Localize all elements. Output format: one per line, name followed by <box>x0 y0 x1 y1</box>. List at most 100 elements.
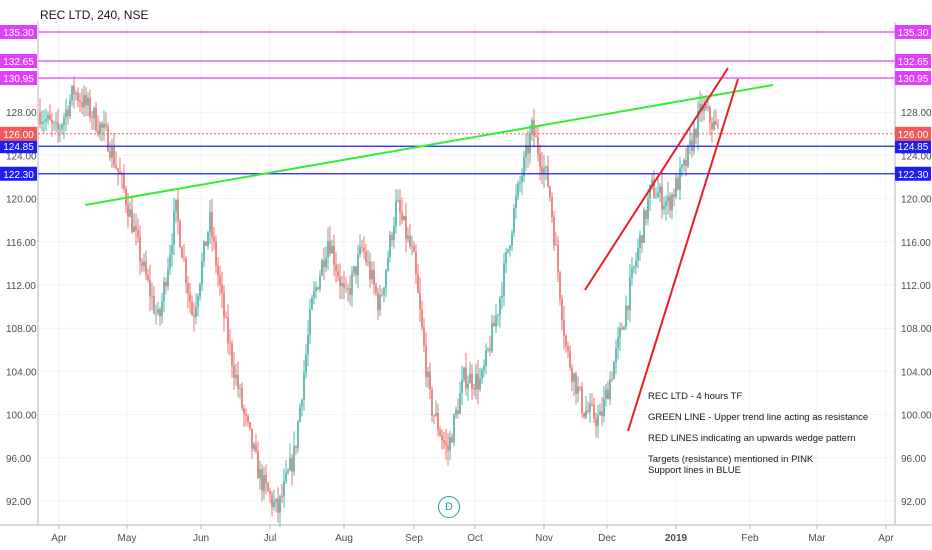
level-tag-135.30-right-bg <box>895 25 931 39</box>
price-labels: 135.30 135.30 132.65 132.65 130.95 130.95 124.… <box>0 25 931 181</box>
candle-body-62 <box>163 282 165 302</box>
candle-body-278 <box>595 418 597 426</box>
candle-body-260 <box>559 272 561 300</box>
candle-body-149 <box>337 270 339 277</box>
candle-body-195 <box>429 371 431 390</box>
candle-body-93 <box>225 316 227 318</box>
candle-body-123 <box>285 472 287 481</box>
y-tick-left-7: 120.00 <box>6 195 37 206</box>
candle-body-130 <box>299 406 301 422</box>
candle-body-146 <box>331 246 333 254</box>
dividend-badge[interactable]: D <box>438 496 460 518</box>
candle-body-49 <box>137 230 139 237</box>
y-tick-right-7: 120.00 <box>901 195 932 206</box>
candle-body-311 <box>661 186 663 210</box>
candle-body-259 <box>557 245 559 273</box>
candle-body-157 <box>353 266 355 274</box>
candle-body-97 <box>233 365 235 378</box>
last-price-tag-right-bg <box>895 126 931 141</box>
candle-body-213 <box>465 367 467 389</box>
candle-body-253 <box>545 166 547 169</box>
candle-body-91 <box>221 284 223 293</box>
candle-body-95 <box>229 343 231 345</box>
level-tag-124.85-left: 124.85 <box>3 142 34 153</box>
candle-body-252 <box>543 168 545 175</box>
candle-body-34 <box>107 126 109 152</box>
candle-body-82 <box>203 241 205 262</box>
annotation-line-3: RED LINES indicating an upwards wedge pa… <box>648 433 856 444</box>
candle-body-72 <box>183 258 185 260</box>
candle-body-128 <box>295 445 297 448</box>
candle-body-228 <box>495 315 497 327</box>
candle-body-164 <box>367 261 369 263</box>
candle-body-37 <box>113 146 115 165</box>
candle-body-332 <box>703 104 705 111</box>
candle-body-249 <box>537 136 539 154</box>
candle-body-39 <box>117 167 119 172</box>
candle-body-274 <box>587 410 589 412</box>
candle-body-9 <box>57 122 59 130</box>
candle-body-220 <box>479 378 481 390</box>
y-tick-left-4: 108.00 <box>6 324 37 335</box>
candle-body-13 <box>65 109 67 118</box>
candle-body-177 <box>393 226 395 241</box>
candle-body-78 <box>195 307 197 317</box>
annotation-line-1: REC LTD - 4 hours TF <box>648 391 743 402</box>
level-tag-122.30-left-bg <box>0 166 37 181</box>
candle-body-231 <box>501 295 503 299</box>
candle-body-162 <box>363 247 365 252</box>
x-tick-label-5: Sep <box>405 533 423 544</box>
candle-body-281 <box>601 411 603 417</box>
candle-body-188 <box>415 252 417 275</box>
candle-body-200 <box>439 430 441 436</box>
candle-body-139 <box>317 287 319 290</box>
candle-body-135 <box>309 309 311 335</box>
candle-body-7 <box>53 122 55 124</box>
candle-body-302 <box>643 210 645 243</box>
y-tick-right-5: 112.00 <box>901 281 931 292</box>
candle-body-56 <box>151 295 153 297</box>
x-tick-label-10: Feb <box>741 533 759 544</box>
candle-body-223 <box>485 349 487 366</box>
candle-body-90 <box>219 275 221 285</box>
candle-body-102 <box>243 408 245 414</box>
level-tag-132.65-left: 132.65 <box>3 57 34 68</box>
candle-body-45 <box>129 209 131 217</box>
candle-body-322 <box>683 159 685 166</box>
candle-body-201 <box>441 435 443 441</box>
x-tick-label-1: May <box>118 533 137 544</box>
candle-body-23 <box>85 94 87 106</box>
candle-body-124 <box>287 470 289 473</box>
candle-body-140 <box>319 275 321 290</box>
candle-body-203 <box>445 442 447 446</box>
candle-body-14 <box>67 109 69 117</box>
candle-body-106 <box>251 428 253 449</box>
candle-body-217 <box>473 388 475 390</box>
candle-body-264 <box>567 346 569 352</box>
last-price-tag-left: 126.00 <box>3 130 34 141</box>
candle-body-16 <box>71 85 73 101</box>
candle-body-1 <box>41 121 43 125</box>
annotation-line-4: Targets (resistance) mentioned in PINK <box>648 454 814 465</box>
candle-body-181 <box>401 212 403 220</box>
x-tick-label-0: Apr <box>51 533 67 544</box>
candle-body-59 <box>157 309 159 313</box>
candle-body-189 <box>417 274 419 293</box>
candle-body-185 <box>409 235 411 247</box>
candle-body-209 <box>457 410 459 414</box>
candle-body-51 <box>141 261 143 267</box>
candle-body-279 <box>597 415 599 426</box>
candle-body-2 <box>43 121 45 123</box>
candle-body-175 <box>389 235 391 258</box>
candle-body-107 <box>253 444 255 449</box>
candle-body-290 <box>619 328 621 338</box>
candle-body-269 <box>577 386 579 394</box>
candle-body-270 <box>579 386 581 388</box>
candle-body-132 <box>303 372 305 400</box>
candle-body-29 <box>97 130 99 134</box>
candle-body-276 <box>591 403 593 405</box>
candle-body-277 <box>593 404 595 419</box>
candle-body-54 <box>147 275 149 280</box>
y-tick-right-4: 108.00 <box>901 324 932 335</box>
candle-body-211 <box>461 379 463 394</box>
